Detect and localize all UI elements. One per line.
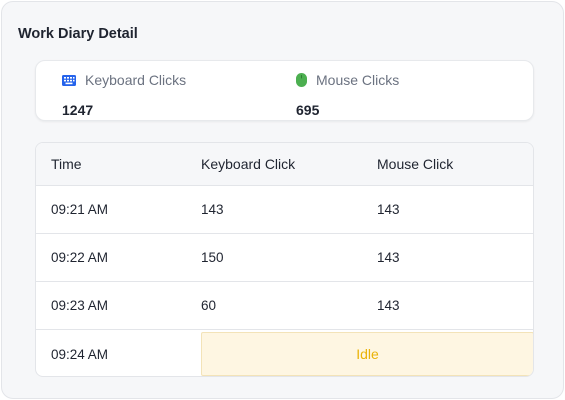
mouse-click-cell: 143 [377,202,400,217]
column-header-mouse-click[interactable]: Mouse Click [377,156,454,172]
keyboard-icon [62,74,76,86]
mouse-clicks-value: 695 [296,102,320,118]
table-header-row: Time Keyboard Click Mouse Click [36,143,533,186]
keyboard-clicks-value: 1247 [62,102,94,118]
click-summary: Keyboard Clicks 1247 Mouse Clicks 695 [35,60,534,121]
time-cell: 09:23 AM [51,298,109,313]
time-cell: 09:22 AM [51,250,109,265]
mouse-click-cell: 143 [377,298,400,313]
time-cell: 09:21 AM [51,202,109,217]
mouse-clicks-label: Mouse Clicks [316,72,400,88]
mouse-click-cell: 143 [377,250,400,265]
keyboard-clicks-label: Keyboard Clicks [85,72,187,88]
table-row: 09:24 AM Idle [36,330,533,376]
keyboard-click-cell: 143 [201,202,224,217]
keyboard-click-cell: 150 [201,250,224,265]
column-header-time[interactable]: Time [51,156,82,172]
table-row: 09:23 AM 60 143 [36,282,533,330]
mouse-clicks-stat: Mouse Clicks 695 [296,71,399,118]
idle-status-badge: Idle [201,332,533,376]
keyboard-click-cell: 60 [201,298,217,313]
table-row: 09:22 AM 150 143 [36,234,533,282]
diary-table: Time Keyboard Click Mouse Click 09:21 AM… [35,142,534,377]
mouse-icon [296,73,307,87]
time-cell: 09:24 AM [51,346,109,362]
column-header-keyboard-click[interactable]: Keyboard Click [201,156,296,172]
table-row: 09:21 AM 143 143 [36,186,533,234]
card-title: Work Diary Detail [18,26,138,42]
keyboard-clicks-stat: Keyboard Clicks 1247 [62,71,186,118]
